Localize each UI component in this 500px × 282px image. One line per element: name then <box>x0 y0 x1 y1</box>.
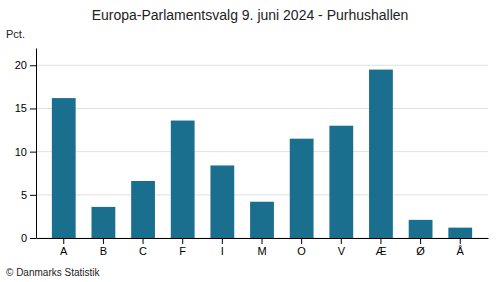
y-tick-label: 20 <box>15 59 27 71</box>
bar <box>92 207 116 238</box>
bar <box>409 220 433 238</box>
x-tick: I <box>221 238 224 257</box>
x-tick-label: F <box>179 245 186 257</box>
y-tick: 10 <box>15 146 36 158</box>
bar <box>52 98 76 238</box>
bar <box>369 70 393 238</box>
x-tick: O <box>297 238 306 257</box>
title: Europa-Parlamentsvalg 9. juni 2024 - Pur… <box>92 7 409 23</box>
bar <box>171 121 195 238</box>
bar <box>210 165 234 238</box>
y-axis: 0 5 10 15 20 <box>15 49 37 245</box>
bar <box>250 202 274 238</box>
x-tick: A <box>60 238 68 257</box>
y-tick: 0 <box>21 232 36 244</box>
bar <box>329 126 353 238</box>
y-axis-label: Pct. <box>6 28 25 40</box>
x-tick-label: M <box>257 245 266 257</box>
bar <box>290 139 314 238</box>
bar <box>448 228 472 238</box>
annotation: © Danmarks Statistik <box>6 267 101 278</box>
bars <box>52 70 472 238</box>
x-tick: B <box>100 238 107 257</box>
x-tick-mark <box>63 238 64 244</box>
x-tick-label: B <box>100 245 107 257</box>
y-tick: 15 <box>15 102 36 114</box>
y-tick: 20 <box>15 59 36 71</box>
x-tick-mark <box>380 238 381 244</box>
x-tick: C <box>139 238 147 257</box>
x-tick-mark <box>143 238 144 244</box>
x-tick-label: A <box>60 245 68 257</box>
x-tick-mark <box>420 238 421 244</box>
x-tick: M <box>257 238 266 257</box>
x-tick-mark <box>301 238 302 244</box>
y-tick: 5 <box>21 189 36 201</box>
y-tick-label: 0 <box>21 232 27 244</box>
x-tick-mark <box>182 238 183 244</box>
x-tick-label: Ø <box>416 245 425 257</box>
x-tick-mark <box>341 238 342 244</box>
y-tick-label: 15 <box>15 102 27 114</box>
grid <box>36 65 488 238</box>
y-tick-mark <box>30 65 36 66</box>
y-tick-mark <box>30 195 36 196</box>
x-tick: V <box>338 238 346 257</box>
chart-container: A B C F I M O V Æ Ø Å 0 5 10 15 20 Europa-Parlamentsvalg… <box>0 0 500 282</box>
x-tick-mark <box>262 238 263 244</box>
x-tick-label: Æ <box>375 245 386 257</box>
bar <box>131 181 155 238</box>
x-tick-label: C <box>139 245 147 257</box>
grid-line <box>36 194 488 195</box>
y-tick-label: 5 <box>21 189 27 201</box>
chart-svg: A B C F I M O V Æ Ø Å 0 5 10 15 20 Europa-Parlamentsvalg… <box>0 0 500 282</box>
grid-line <box>36 151 488 152</box>
x-tick-label: V <box>338 245 346 257</box>
x-tick: Å <box>457 238 465 257</box>
x-tick: F <box>179 238 186 257</box>
x-tick: Æ <box>375 238 386 257</box>
x-axis: ABCFIMOVÆØÅ <box>37 238 489 257</box>
x-tick-mark <box>103 238 104 244</box>
y-tick-mark <box>30 152 36 153</box>
grid-line <box>36 65 488 66</box>
y-tick-label: 10 <box>15 146 27 158</box>
y-axis-line <box>36 49 37 239</box>
x-tick-mark <box>460 238 461 244</box>
x-tick-mark <box>222 238 223 244</box>
grid-line <box>36 108 488 109</box>
x-tick-label: Å <box>457 245 465 257</box>
x-tick-label: I <box>221 245 224 257</box>
x-tick-label: O <box>297 245 306 257</box>
y-tick-mark <box>30 108 36 109</box>
x-tick: Ø <box>416 238 425 257</box>
y-tick-mark <box>30 238 36 239</box>
